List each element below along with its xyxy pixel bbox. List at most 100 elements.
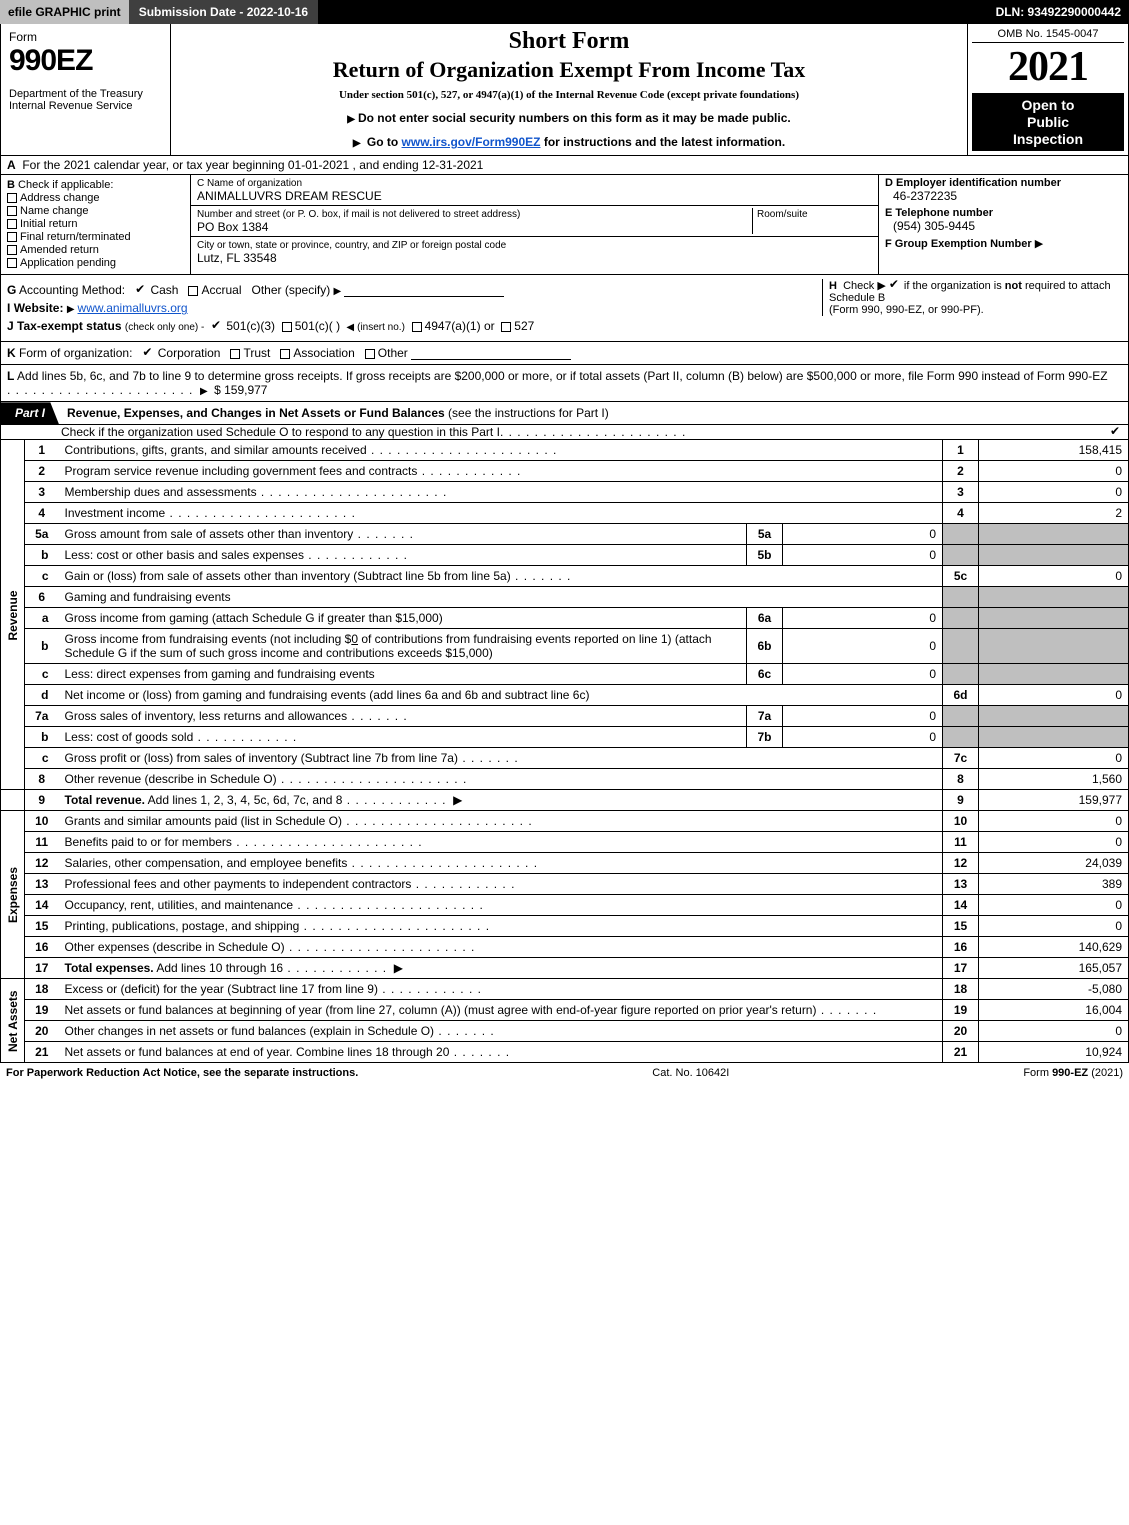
line-7c-value: 0 xyxy=(979,748,1129,769)
line-5a-value: 0 xyxy=(783,524,943,545)
title-short-form: Short Form xyxy=(177,28,961,55)
other-specify-input[interactable] xyxy=(344,285,504,297)
row-j: J Tax-exempt status (check only one) - 5… xyxy=(7,319,1122,333)
row-h: H Check ▶ if the organization is not req… xyxy=(822,279,1122,316)
chk-501c[interactable] xyxy=(282,322,292,332)
open-inspection: Open to Public Inspection xyxy=(972,93,1124,151)
chk-527[interactable] xyxy=(501,322,511,332)
line-9: 9 Total revenue. Add lines 1, 2, 3, 4, 5… xyxy=(1,790,1129,811)
other-org-input[interactable] xyxy=(411,348,571,360)
line-6a: a Gross income from gaming (attach Sched… xyxy=(1,608,1129,629)
section-bcd: B Check if applicable: Address change Na… xyxy=(0,175,1129,275)
line-20: 20 Other changes in net assets or fund b… xyxy=(1,1021,1129,1042)
line-15-value: 0 xyxy=(979,916,1129,937)
chk-cash[interactable] xyxy=(135,285,147,297)
row-k: K Form of organization: Corporation Trus… xyxy=(0,342,1129,365)
instr-goto: Go to www.irs.gov/Form990EZ for instruct… xyxy=(177,135,961,149)
room-suite-label: Room/suite xyxy=(757,209,808,220)
chk-corporation[interactable] xyxy=(142,348,154,360)
omb-number: OMB No. 1545-0047 xyxy=(972,28,1124,43)
line-20-value: 0 xyxy=(979,1021,1129,1042)
topbar-spacer xyxy=(318,0,987,24)
line-11-value: 0 xyxy=(979,832,1129,853)
line-21: 21 Net assets or fund balances at end of… xyxy=(1,1042,1129,1063)
dln-label: DLN: 93492290000442 xyxy=(996,5,1121,19)
line-5b: b Less: cost or other basis and sales ex… xyxy=(1,545,1129,566)
line-6d: d Net income or (loss) from gaming and f… xyxy=(1,685,1129,706)
netassets-sidelabel: Net Assets xyxy=(1,979,25,1063)
section-a-text: For the 2021 calendar year, or tax year … xyxy=(22,158,483,172)
line-10-value: 0 xyxy=(979,811,1129,832)
page-footer: For Paperwork Reduction Act Notice, see … xyxy=(0,1063,1129,1083)
efile-topbar: efile GRAPHIC print Submission Date - 20… xyxy=(0,0,1129,24)
website-link[interactable]: www.animalluvrs.org xyxy=(78,301,188,315)
chk-amended-return[interactable]: Amended return xyxy=(7,244,184,256)
line-21-value: 10,924 xyxy=(979,1042,1129,1063)
line-6c-value: 0 xyxy=(783,664,943,685)
line-4-value: 2 xyxy=(979,503,1129,524)
chk-final-return[interactable]: Final return/terminated xyxy=(7,231,184,243)
form-word: Form xyxy=(9,30,37,44)
chk-application-pending[interactable]: Application pending xyxy=(7,257,184,269)
section-a: A For the 2021 calendar year, or tax yea… xyxy=(0,156,1129,175)
chk-other-org[interactable] xyxy=(365,349,375,359)
irs-link[interactable]: www.irs.gov/Form990EZ xyxy=(402,135,541,149)
chk-name-change[interactable]: Name change xyxy=(7,205,184,217)
line-10: Expenses 10 Grants and similar amounts p… xyxy=(1,811,1129,832)
line-13: 13 Professional fees and other payments … xyxy=(1,874,1129,895)
chk-501c3[interactable] xyxy=(211,321,223,333)
footer-right: Form 990-EZ (2021) xyxy=(1023,1067,1123,1079)
line-2: 2 Program service revenue including gove… xyxy=(1,461,1129,482)
line-6b-value: 0 xyxy=(783,629,943,664)
group-exemption-arrow: ▶ xyxy=(1035,238,1043,250)
chk-schedule-o[interactable] xyxy=(1110,427,1122,439)
part-i-tab: Part I xyxy=(1,402,59,424)
line-6c: c Less: direct expenses from gaming and … xyxy=(1,664,1129,685)
chk-4947[interactable] xyxy=(412,322,422,332)
irs-label: Internal Revenue Service xyxy=(9,100,162,112)
line-19: 19 Net assets or fund balances at beginn… xyxy=(1,1000,1129,1021)
expenses-sidelabel: Expenses xyxy=(1,811,25,979)
dept-treasury: Department of the Treasury xyxy=(9,88,162,100)
chk-trust[interactable] xyxy=(230,349,240,359)
telephone-value: (954) 305-9445 xyxy=(885,219,1122,233)
line-17-value: 165,057 xyxy=(979,958,1129,979)
form-number: 990EZ xyxy=(9,44,92,77)
chk-initial-return[interactable]: Initial return xyxy=(7,218,184,230)
subtitle: Under section 501(c), 527, or 4947(a)(1)… xyxy=(177,89,961,101)
line-3: 3 Membership dues and assessments 3 0 xyxy=(1,482,1129,503)
line-3-value: 0 xyxy=(979,482,1129,503)
line-5c: c Gain or (loss) from sale of assets oth… xyxy=(1,566,1129,587)
header-right: OMB No. 1545-0047 2021 Open to Public In… xyxy=(968,24,1128,155)
line-18: Net Assets 18 Excess or (deficit) for th… xyxy=(1,979,1129,1000)
line-5b-value: 0 xyxy=(783,545,943,566)
title-return: Return of Organization Exempt From Incom… xyxy=(177,57,961,83)
dln: DLN: 93492290000442 xyxy=(988,0,1129,24)
line-5a: 5a Gross amount from sale of assets othe… xyxy=(1,524,1129,545)
col-c: C Name of organization ANIMALLUVRS DREAM… xyxy=(191,175,878,274)
form-header: Form 990EZ Department of the Treasury In… xyxy=(0,24,1129,156)
line-12-value: 24,039 xyxy=(979,853,1129,874)
instr-ssn: Do not enter social security numbers on … xyxy=(177,111,961,125)
footer-left: For Paperwork Reduction Act Notice, see … xyxy=(6,1067,358,1079)
chk-association[interactable] xyxy=(280,349,290,359)
chk-schedule-b[interactable] xyxy=(889,280,901,292)
row-l: L Add lines 5b, 6c, and 7b to line 9 to … xyxy=(0,365,1129,402)
line-9-value: 159,977 xyxy=(979,790,1129,811)
line-8: 8 Other revenue (describe in Schedule O)… xyxy=(1,769,1129,790)
efile-print[interactable]: efile GRAPHIC print xyxy=(0,0,129,24)
chk-accrual[interactable] xyxy=(188,286,198,296)
line-2-value: 0 xyxy=(979,461,1129,482)
chk-address-change[interactable]: Address change xyxy=(7,192,184,204)
line-7b: b Less: cost of goods sold 7b 0 xyxy=(1,727,1129,748)
part-i-header: Part I Revenue, Expenses, and Changes in… xyxy=(0,402,1129,425)
section-ghij: G Accounting Method: Cash Accrual Other … xyxy=(0,275,1129,342)
part-i-table: Revenue 1 Contributions, gifts, grants, … xyxy=(0,440,1129,1063)
line-12: 12 Salaries, other compensation, and emp… xyxy=(1,853,1129,874)
line-13-value: 389 xyxy=(979,874,1129,895)
line-14-value: 0 xyxy=(979,895,1129,916)
line-4: 4 Investment income 4 2 xyxy=(1,503,1129,524)
line-6d-value: 0 xyxy=(979,685,1129,706)
ein-value: 46-2372235 xyxy=(885,189,1122,203)
header-center: Short Form Return of Organization Exempt… xyxy=(171,24,968,155)
